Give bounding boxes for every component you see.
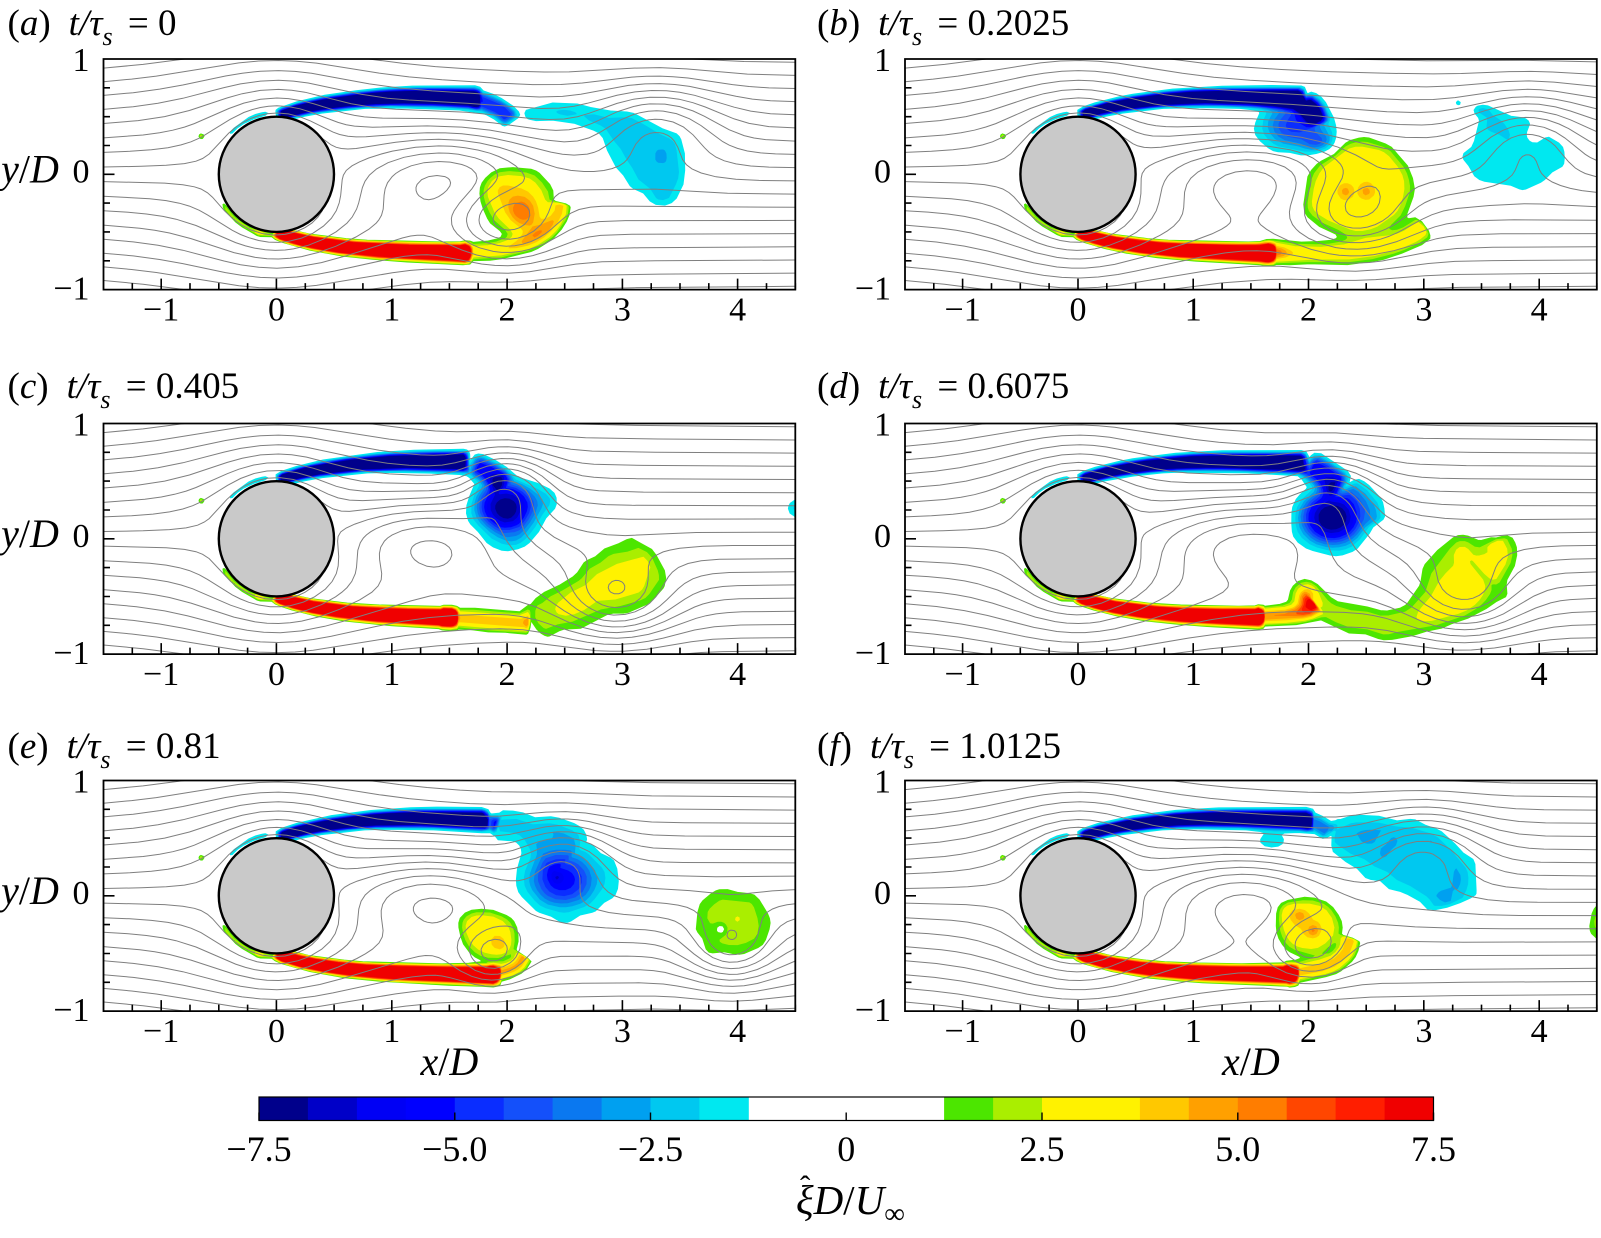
svg-text:y/D: y/D	[0, 868, 59, 913]
svg-text:1: 1	[1185, 292, 1202, 329]
svg-text:2.5: 2.5	[1020, 1129, 1065, 1169]
svg-text:−1: −1	[143, 656, 179, 693]
svg-text:−7.5: −7.5	[226, 1129, 291, 1169]
svg-text:0: 0	[1069, 292, 1086, 329]
svg-text:3: 3	[1415, 656, 1432, 693]
svg-text:0: 0	[837, 1129, 855, 1169]
svg-text:4: 4	[729, 656, 746, 693]
svg-text:−1: −1	[945, 1013, 981, 1050]
svg-text:y/D: y/D	[0, 511, 59, 556]
svg-text:1: 1	[1185, 1013, 1202, 1050]
svg-text:1: 1	[73, 407, 90, 444]
svg-text:0: 0	[874, 153, 891, 190]
svg-text:2: 2	[1300, 292, 1317, 329]
svg-text:−1: −1	[855, 635, 891, 672]
svg-text:2: 2	[1300, 1013, 1317, 1050]
svg-text:1: 1	[1185, 656, 1202, 693]
svg-text:1: 1	[73, 764, 90, 801]
svg-text:−1: −1	[855, 271, 891, 308]
svg-text:7.5: 7.5	[1411, 1129, 1456, 1169]
svg-text:−1: −1	[945, 656, 981, 693]
svg-text:y/D: y/D	[0, 146, 59, 191]
svg-text:1: 1	[383, 656, 400, 693]
svg-text:x/D: x/D	[1221, 1039, 1280, 1084]
svg-text:1: 1	[383, 292, 400, 329]
svg-text:−1: −1	[53, 271, 89, 308]
svg-text:0: 0	[268, 656, 285, 693]
svg-text:−1: −1	[143, 1013, 179, 1050]
svg-text:1: 1	[383, 1013, 400, 1050]
svg-text:3: 3	[614, 292, 631, 329]
svg-text:3: 3	[1415, 292, 1432, 329]
svg-text:0: 0	[1069, 1013, 1086, 1050]
svg-text:0: 0	[268, 1013, 285, 1050]
svg-text:ˆ: ˆ	[800, 1169, 811, 1204]
svg-text:2: 2	[499, 292, 516, 329]
svg-text:0: 0	[1069, 656, 1086, 693]
svg-text:2: 2	[499, 656, 516, 693]
svg-text:−1: −1	[855, 992, 891, 1029]
svg-text:2: 2	[499, 1013, 516, 1050]
svg-text:−2.5: −2.5	[618, 1129, 683, 1169]
svg-text:(c)t/τs = 0.405: (c) t/τs = 0.405	[8, 366, 240, 414]
svg-text:1: 1	[874, 42, 891, 79]
svg-text:1: 1	[73, 42, 90, 79]
svg-text:−1: −1	[53, 635, 89, 672]
svg-text:0: 0	[73, 875, 90, 912]
svg-text:x/D: x/D	[420, 1039, 479, 1084]
svg-text:0: 0	[73, 518, 90, 555]
svg-text:5.0: 5.0	[1215, 1129, 1260, 1169]
svg-text:4: 4	[729, 1013, 746, 1050]
svg-text:4: 4	[1531, 656, 1548, 693]
svg-text:0: 0	[874, 875, 891, 912]
svg-text:(a)t/τs = 0: (a) t/τs = 0	[8, 3, 177, 51]
svg-text:−5.0: −5.0	[422, 1129, 487, 1169]
svg-text:3: 3	[1415, 1013, 1432, 1050]
svg-text:3: 3	[614, 1013, 631, 1050]
svg-text:3: 3	[614, 656, 631, 693]
svg-text:0: 0	[268, 292, 285, 329]
svg-text:2: 2	[1300, 656, 1317, 693]
svg-text:−1: −1	[53, 992, 89, 1029]
svg-text:4: 4	[1531, 1013, 1548, 1050]
svg-text:ξD/U∞: ξD/U∞	[796, 1177, 905, 1230]
svg-text:0: 0	[874, 518, 891, 555]
svg-text:1: 1	[874, 764, 891, 801]
svg-text:0: 0	[73, 153, 90, 190]
svg-text:(d)t/τs = 0.6075: (d) t/τs = 0.6075	[817, 366, 1069, 414]
svg-text:−1: −1	[945, 292, 981, 329]
svg-text:4: 4	[729, 292, 746, 329]
svg-text:(b)t/τs = 0.2025: (b) t/τs = 0.2025	[817, 3, 1069, 51]
svg-text:−1: −1	[143, 292, 179, 329]
svg-text:1: 1	[874, 407, 891, 444]
svg-text:4: 4	[1531, 292, 1548, 329]
